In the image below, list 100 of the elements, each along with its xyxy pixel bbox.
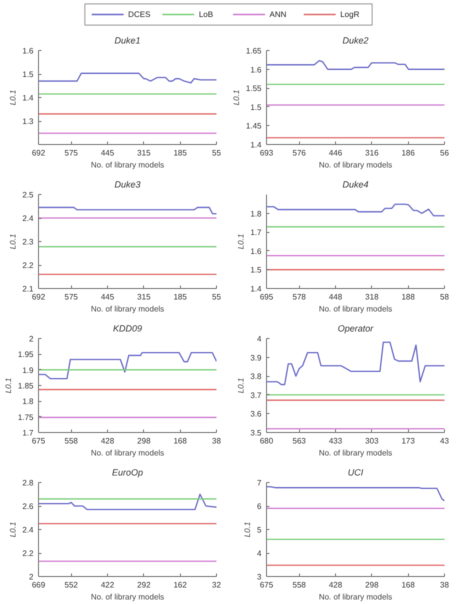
chart-title: Duke3 (114, 180, 141, 190)
y-tick-label: 1.6 (250, 246, 262, 256)
y-tick-label: 1.45 (246, 122, 262, 131)
x-tick-label: 168 (174, 436, 188, 446)
y-tick-label: 1.5 (22, 70, 34, 79)
y-tick-label: 3.5 (250, 428, 262, 438)
x-tick-label: 316 (365, 148, 380, 158)
x-tick-label: 32 (212, 580, 222, 590)
y-tick-label: 1.8 (250, 209, 262, 218)
y-tick-label: 2.2 (22, 261, 34, 270)
x-tick-label: 185 (174, 292, 188, 302)
legend-label: ANN (270, 10, 287, 19)
x-tick-label: 558 (64, 436, 78, 446)
y-tick-label: 1.7 (250, 228, 262, 238)
y-tick-label: 3.9 (250, 353, 262, 362)
y-tick-label: 1.4 (250, 140, 262, 150)
x-tick-label: 428 (328, 580, 343, 590)
y-tick-label: 2 (29, 334, 34, 344)
x-axis-title: No. of library models (318, 592, 392, 602)
y-tick-label: 2 (29, 572, 34, 582)
y-tick-label: 1.7 (22, 428, 34, 438)
chart-title: Duke1 (114, 36, 141, 46)
y-tick-label: 1.6 (22, 46, 34, 56)
x-tick-label: 43 (440, 436, 450, 446)
legend-label: LoB (198, 10, 214, 19)
y-tick-label: 2.4 (22, 214, 34, 223)
x-tick-label: 55 (212, 292, 222, 302)
x-axis-title: No. of library models (90, 592, 164, 602)
x-tick-label: 318 (365, 292, 380, 302)
x-tick-label: 56 (440, 148, 450, 158)
x-tick-label: 58 (440, 292, 450, 302)
legend-label: DCES (128, 10, 150, 19)
chart-title: Duke2 (342, 36, 369, 46)
y-axis-title: L0.1 (232, 90, 241, 106)
x-tick-label: 38 (212, 436, 222, 446)
y-tick-label: 3.7 (250, 390, 262, 400)
y-tick-label: 3.6 (250, 410, 262, 419)
x-tick-label: 680 (260, 436, 274, 446)
x-tick-label: 695 (260, 292, 274, 302)
y-tick-label: 1.6 (250, 65, 262, 74)
x-tick-label: 188 (402, 292, 416, 302)
y-tick-label: 2.4 (22, 526, 34, 534)
y-axis-title: L0.1 (8, 522, 18, 538)
x-tick-label: 38 (440, 580, 450, 590)
x-tick-label: 693 (260, 148, 274, 158)
x-tick-label: 428 (100, 436, 115, 446)
y-tick-label: 7 (257, 478, 262, 488)
y-axis-title: L0.1 (8, 234, 18, 250)
y-tick-label: 1.65 (246, 46, 262, 56)
x-tick-label: 692 (32, 148, 46, 158)
y-tick-label: 1.5 (250, 266, 262, 275)
y-axis-title: L0.1 (8, 90, 18, 106)
y-tick-label: 1.55 (246, 84, 262, 94)
x-tick-label: 576 (292, 148, 306, 158)
x-tick-label: 55 (212, 148, 222, 158)
y-tick-label: 6 (257, 502, 262, 511)
legend-label: LogR (340, 10, 360, 19)
y-tick-label: 2.2 (22, 549, 34, 558)
x-tick-label: 675 (32, 436, 46, 446)
y-tick-label: 1.95 (18, 350, 34, 360)
x-tick-label: 298 (137, 436, 152, 446)
y-tick-label: 1.5 (250, 102, 262, 112)
y-tick-label: 3.8 (250, 372, 262, 382)
x-tick-label: 433 (328, 436, 343, 446)
y-tick-label: 1.4 (22, 94, 34, 102)
y-tick-label: 4 (257, 334, 262, 344)
x-tick-label: 315 (137, 148, 152, 158)
chart-title: EuroOp (112, 468, 144, 478)
x-tick-label: 315 (137, 292, 152, 302)
x-tick-label: 692 (32, 292, 46, 302)
y-tick-label: 2.1 (22, 284, 34, 294)
x-tick-label: 552 (64, 580, 78, 590)
x-axis-title: No. of library models (90, 160, 164, 170)
x-tick-label: 173 (402, 436, 416, 446)
y-tick-label: 2.5 (22, 190, 34, 200)
y-axis-title: L0.1 (243, 522, 252, 538)
x-tick-label: 422 (100, 580, 115, 590)
x-tick-label: 575 (64, 148, 78, 158)
y-tick-label: 2.8 (22, 478, 34, 488)
x-tick-label: 303 (365, 436, 380, 446)
x-tick-label: 448 (328, 292, 343, 302)
x-tick-label: 292 (137, 580, 152, 590)
chart-title: Duke4 (342, 180, 369, 190)
y-axis-title: L0.1 (236, 378, 246, 394)
y-tick-label: 1.9 (22, 366, 34, 375)
y-tick-label: 1.8 (22, 397, 34, 406)
y-tick-label: 5 (257, 526, 262, 534)
x-tick-label: 186 (402, 148, 416, 158)
x-tick-label: 162 (174, 580, 188, 590)
y-tick-label: 2.6 (22, 502, 34, 511)
y-axis-title: L0.1 (236, 234, 246, 250)
x-tick-label: 669 (32, 580, 46, 590)
y-tick-label: 1.3 (22, 117, 34, 126)
x-tick-label: 298 (365, 580, 380, 590)
y-tick-label: 1.4 (250, 284, 262, 294)
x-axis-title: No. of library models (90, 304, 164, 314)
x-tick-label: 575 (64, 292, 78, 302)
x-tick-label: 168 (402, 580, 416, 590)
chart-title: Operator (338, 324, 374, 334)
x-axis-title: No. of library models (90, 448, 164, 458)
